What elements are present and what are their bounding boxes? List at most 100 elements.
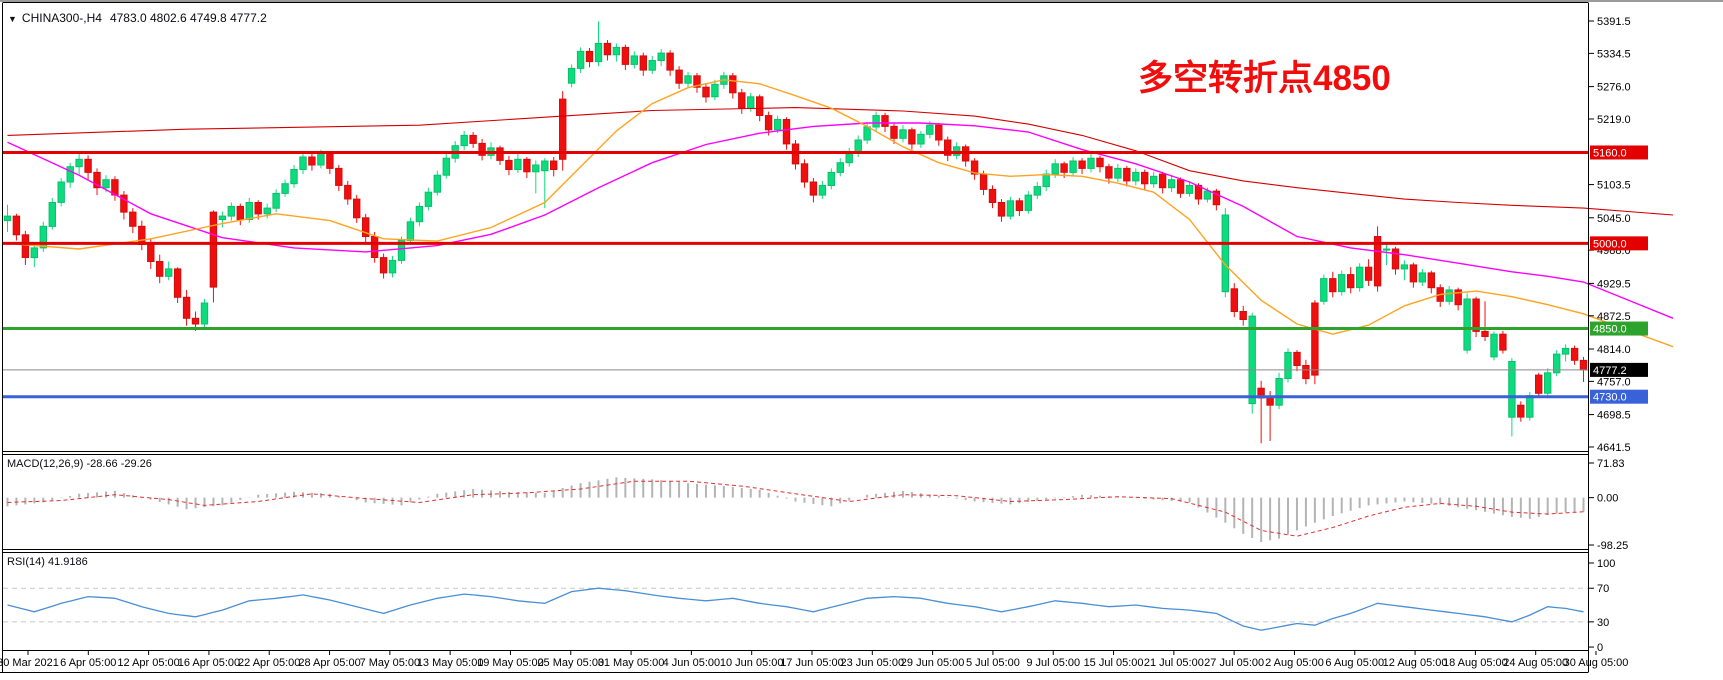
candle xyxy=(1490,333,1498,358)
candle xyxy=(370,236,379,258)
time-axis-label: 4 Jun 05:00 xyxy=(663,657,721,669)
candle xyxy=(1517,404,1525,418)
candle xyxy=(567,67,576,84)
candle xyxy=(388,259,397,274)
candle xyxy=(594,42,603,63)
candle xyxy=(997,202,1006,217)
candle xyxy=(173,268,182,298)
candle xyxy=(523,158,531,173)
candle xyxy=(48,202,56,227)
time-axis-label: 12 Apr 05:00 xyxy=(117,657,179,669)
candle xyxy=(353,198,361,219)
candle xyxy=(1499,333,1507,351)
candle xyxy=(30,247,39,259)
candle xyxy=(747,96,755,109)
rsi-line xyxy=(7,587,1584,631)
ma-slow-red-line xyxy=(7,107,1674,216)
candle xyxy=(1060,163,1068,173)
candle xyxy=(478,142,486,156)
candle xyxy=(1535,374,1543,394)
candle xyxy=(209,211,218,288)
candle xyxy=(1454,289,1462,306)
time-axis-label: 2 Aug 05:00 xyxy=(1265,657,1324,669)
candle xyxy=(1508,361,1516,418)
candle xyxy=(102,179,110,189)
candle xyxy=(1024,194,1032,211)
candle xyxy=(773,119,782,131)
candle xyxy=(1221,214,1229,293)
candle xyxy=(66,166,74,183)
price-tag-label: 4777.2 xyxy=(1593,365,1627,377)
candle xyxy=(156,261,164,277)
candle xyxy=(1096,157,1104,168)
time-axis-label: 10 Jun 05:00 xyxy=(720,657,784,669)
candle xyxy=(1570,347,1579,361)
candle xyxy=(299,156,307,170)
symbol-period-label: CHINA300-,H4 xyxy=(21,11,102,25)
time-axis-label: 13 May 05:00 xyxy=(417,657,484,669)
time-axis-label: 21 Jul 05:00 xyxy=(1144,657,1204,669)
candle xyxy=(926,124,934,135)
candle xyxy=(433,174,442,193)
candle xyxy=(1382,248,1391,251)
candle xyxy=(272,192,280,209)
candle xyxy=(344,184,352,200)
candle xyxy=(1105,166,1113,179)
symbol-info[interactable]: ▼ CHINA300-,H4 4783.0 4802.6 4749.8 4777.2 xyxy=(8,11,267,25)
candle xyxy=(1544,372,1552,394)
candle xyxy=(1400,264,1409,270)
candle xyxy=(415,205,424,223)
candle xyxy=(863,126,871,141)
candle xyxy=(782,119,791,145)
price-tag-5000.0 xyxy=(1590,236,1648,251)
rsi-indicator-label: RSI(14) 41.9186 xyxy=(7,556,88,568)
candle xyxy=(93,171,101,189)
time-axis-label: 25 May 05:00 xyxy=(537,657,604,669)
candle xyxy=(1472,298,1480,332)
candle xyxy=(1409,264,1418,283)
candle xyxy=(1418,272,1426,283)
time-axis-label: 28 Apr 05:00 xyxy=(298,657,360,669)
price-tag-label: 4730.0 xyxy=(1593,392,1627,404)
candle xyxy=(666,52,674,71)
candle xyxy=(1230,288,1238,312)
candle xyxy=(1141,171,1149,185)
time-axis-label: 29 Jun 05:00 xyxy=(901,657,965,669)
candle xyxy=(254,202,262,215)
collapse-triangle-icon[interactable]: ▼ xyxy=(8,14,17,24)
candle xyxy=(881,115,889,127)
time-axis-label: 18 Aug 05:00 xyxy=(1443,657,1508,669)
candle xyxy=(1069,160,1077,173)
price-axis-label: 4872.5 xyxy=(1597,311,1631,323)
candle xyxy=(1347,274,1355,289)
candle xyxy=(1275,378,1283,406)
time-axis-label: 22 Apr 05:00 xyxy=(238,657,300,669)
candle xyxy=(809,181,818,196)
candle xyxy=(75,158,83,168)
candle xyxy=(935,124,943,141)
rsi-axis-label: 30 xyxy=(1597,617,1609,629)
candle xyxy=(890,125,898,139)
price-axis-label: 5219.0 xyxy=(1597,114,1631,126)
candle xyxy=(1033,186,1041,196)
price-tag-4730.0 xyxy=(1590,389,1648,404)
candle xyxy=(585,50,594,63)
candle xyxy=(1114,167,1122,179)
time-axis-label: 6 Apr 05:00 xyxy=(60,657,116,669)
candle xyxy=(236,205,245,220)
candle xyxy=(1445,289,1453,302)
candle xyxy=(120,194,128,213)
candle xyxy=(648,60,656,71)
price-axis-label: 4814.0 xyxy=(1597,344,1631,356)
candle xyxy=(424,191,433,207)
candle xyxy=(1123,167,1131,182)
time-axis-label: 16 Apr 05:00 xyxy=(178,657,240,669)
ma-medium-magenta-line xyxy=(7,122,1674,319)
candle xyxy=(800,163,809,183)
macd-histogram-layer xyxy=(6,477,1585,543)
candle xyxy=(1266,397,1274,406)
candle xyxy=(979,173,988,190)
candle xyxy=(1427,272,1435,289)
